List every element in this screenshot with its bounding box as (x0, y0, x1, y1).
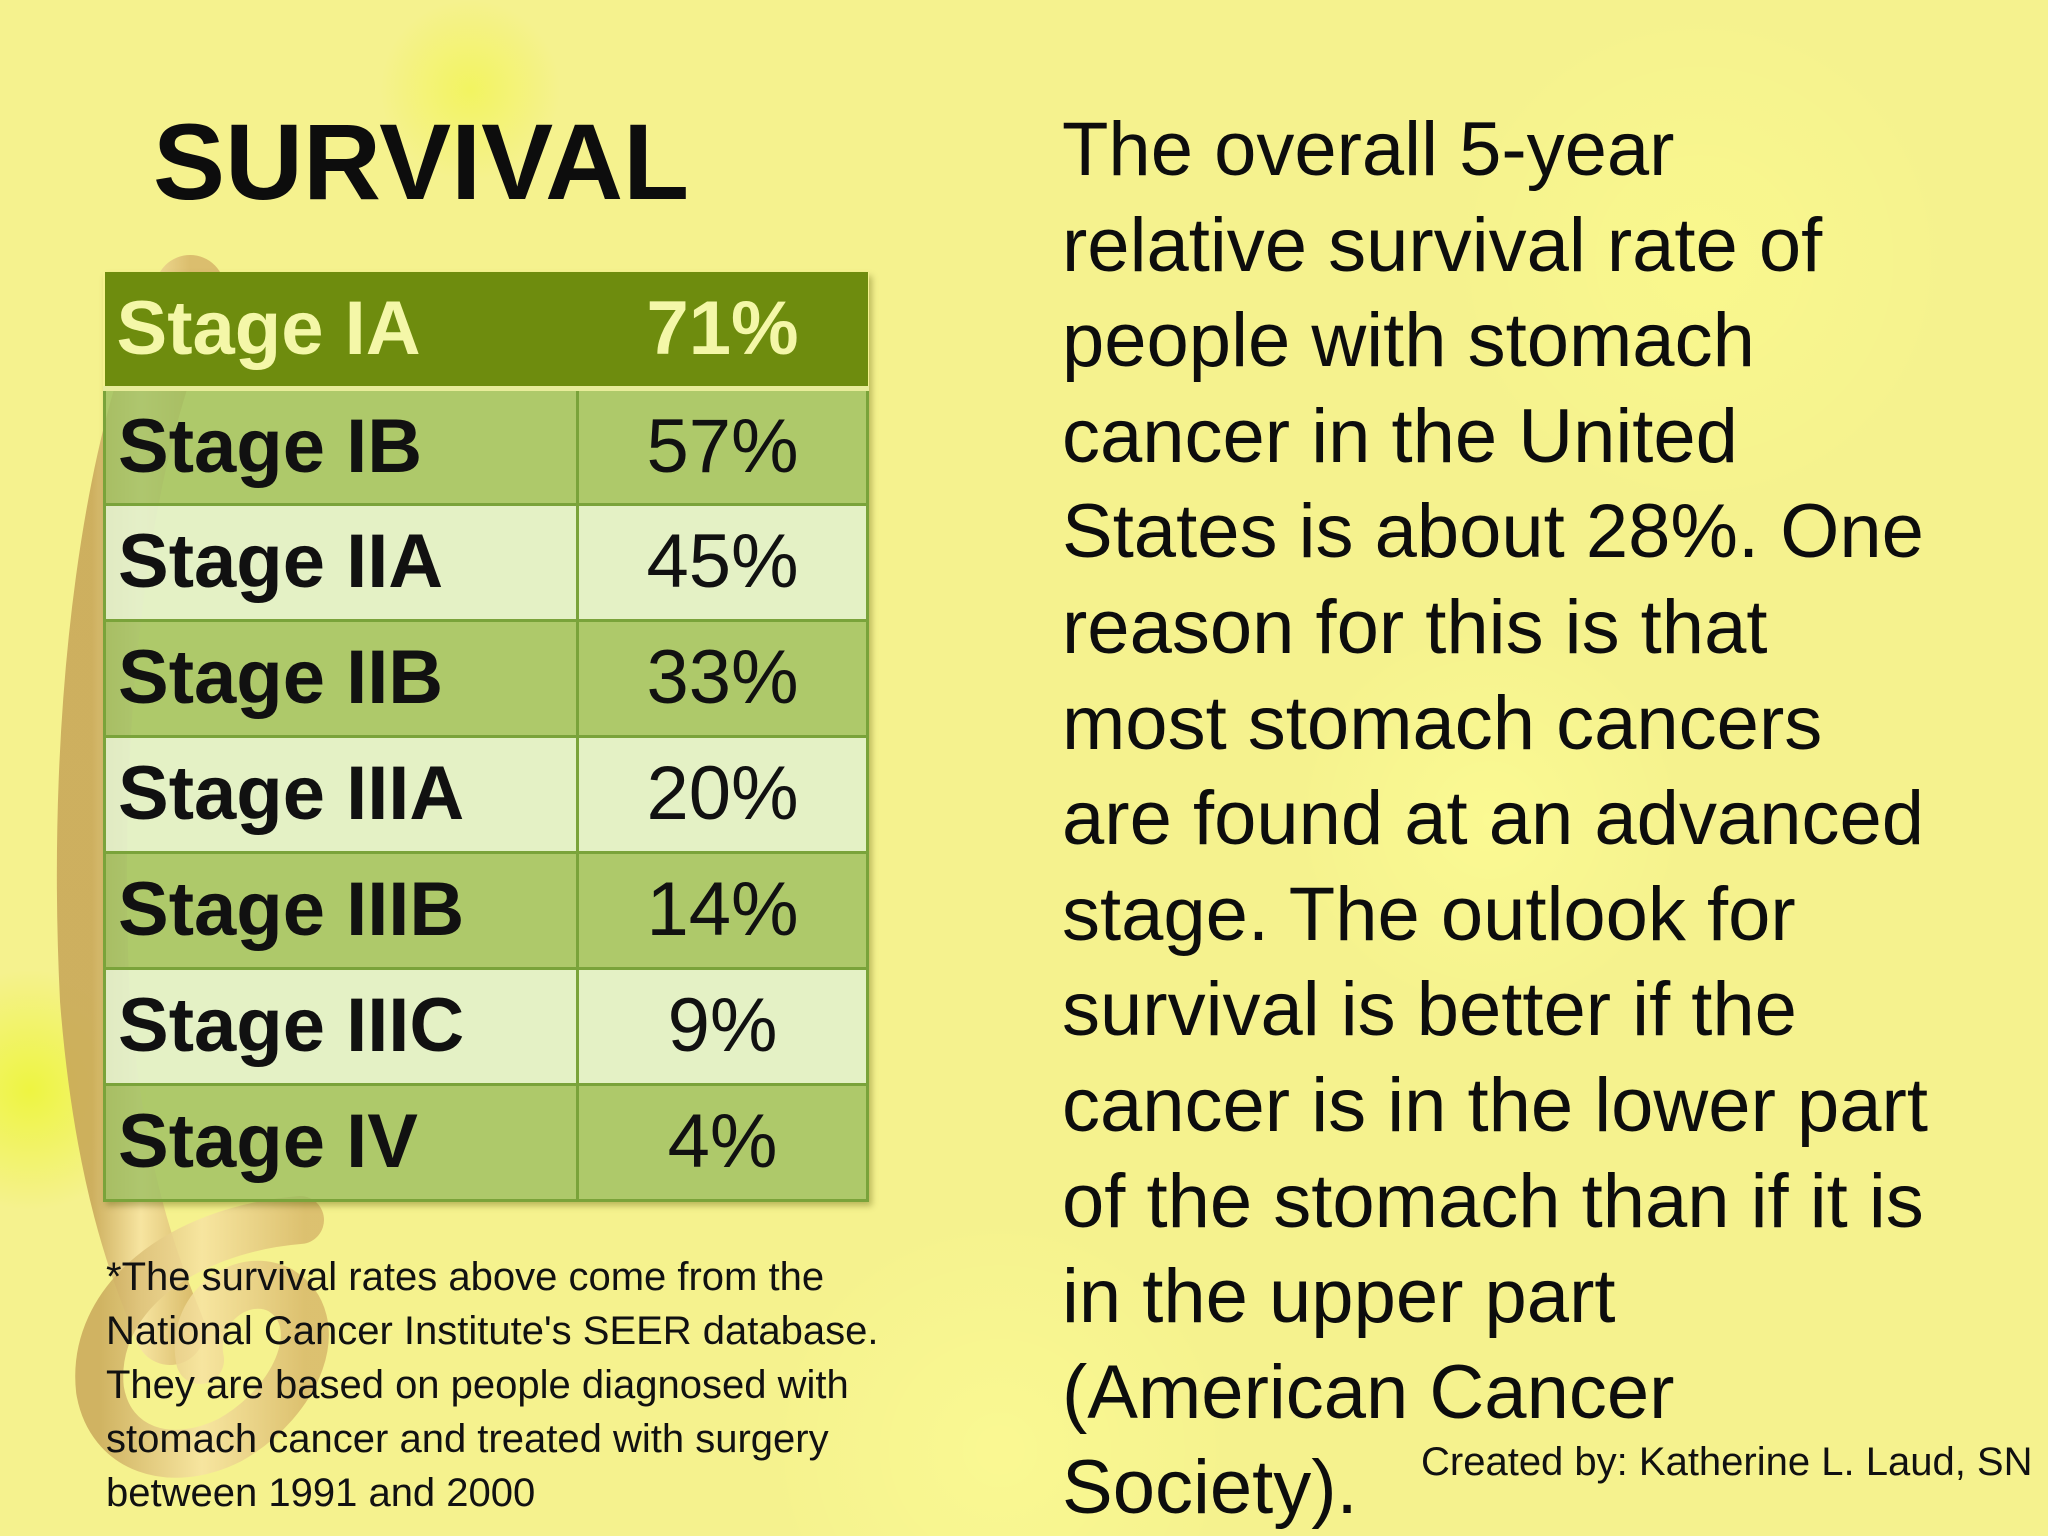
rate-cell: 33% (576, 618, 869, 738)
body-line: most stomach cancers (1062, 680, 1823, 766)
table-row: Stage IV 4% (103, 1082, 869, 1202)
body-paragraph: The overall 5-year relative survival rat… (1062, 102, 2042, 1536)
table-row: Stage IIIC 9% (103, 966, 869, 1086)
body-line: survival is better if the (1062, 967, 1797, 1053)
stage-cell: Stage IB (103, 386, 579, 506)
survival-table: Stage IA 71% Stage IB 57% Stage IIA 45% … (103, 272, 869, 1202)
stage-cell: Stage IIA (103, 502, 579, 622)
body-line: (American Cancer (1062, 1349, 1675, 1435)
footnote-line: National Cancer Institute's SEER databas… (106, 1309, 879, 1353)
footnote: *The survival rates above come from the … (106, 1250, 1006, 1520)
body-line: people with stomach (1062, 298, 1755, 384)
table-row: Stage IIB 33% (103, 618, 869, 738)
body-line: relative survival rate of (1062, 202, 1823, 288)
table-row: Stage IIIA 20% (103, 734, 869, 854)
table-row: Stage IIIB 14% (103, 850, 869, 970)
body-line: reason for this is that (1062, 584, 1768, 670)
body-line: States is about 28%. One (1062, 489, 1924, 575)
page-title: SURVIVAL (153, 101, 690, 222)
rate-cell: 45% (576, 502, 869, 622)
stage-cell: Stage IIIA (103, 734, 579, 854)
stage-cell: Stage IV (103, 1082, 579, 1202)
rate-cell: 71% (577, 272, 868, 391)
rate-cell: 9% (576, 966, 869, 1086)
body-line: cancer in the United (1062, 393, 1738, 479)
stage-cell: Stage IA (104, 272, 578, 391)
footnote-line: stomach cancer and treated with surgery (106, 1417, 829, 1461)
table-row: Stage IA 71% (104, 272, 868, 391)
body-line: Society). (1062, 1445, 1358, 1531)
table-row: Stage IB 57% (103, 386, 869, 506)
rate-cell: 14% (576, 850, 869, 970)
table-row: Stage IIA 45% (103, 502, 869, 622)
author-credit: Created by: Katherine L. Laud, SN (1421, 1440, 2033, 1484)
rate-cell: 20% (576, 734, 869, 854)
footnote-line: *The survival rates above come from the (106, 1255, 825, 1299)
rate-cell: 4% (576, 1082, 869, 1202)
body-line: in the upper part (1062, 1254, 1616, 1340)
body-line: The overall 5-year (1062, 107, 1675, 192)
body-line: of the stomach than if it is (1062, 1158, 1924, 1244)
footnote-line: They are based on people diagnosed with (106, 1363, 849, 1407)
stage-cell: Stage IIIC (103, 966, 579, 1086)
stage-cell: Stage IIIB (103, 850, 579, 970)
stage-cell: Stage IIB (103, 618, 579, 738)
body-line: cancer is in the lower part (1062, 1062, 1928, 1148)
body-line: are found at an advanced (1062, 776, 1925, 862)
body-line: stage. The outlook for (1062, 871, 1796, 957)
rate-cell: 57% (576, 386, 869, 506)
footnote-line: between 1991 and 2000 (106, 1471, 536, 1515)
